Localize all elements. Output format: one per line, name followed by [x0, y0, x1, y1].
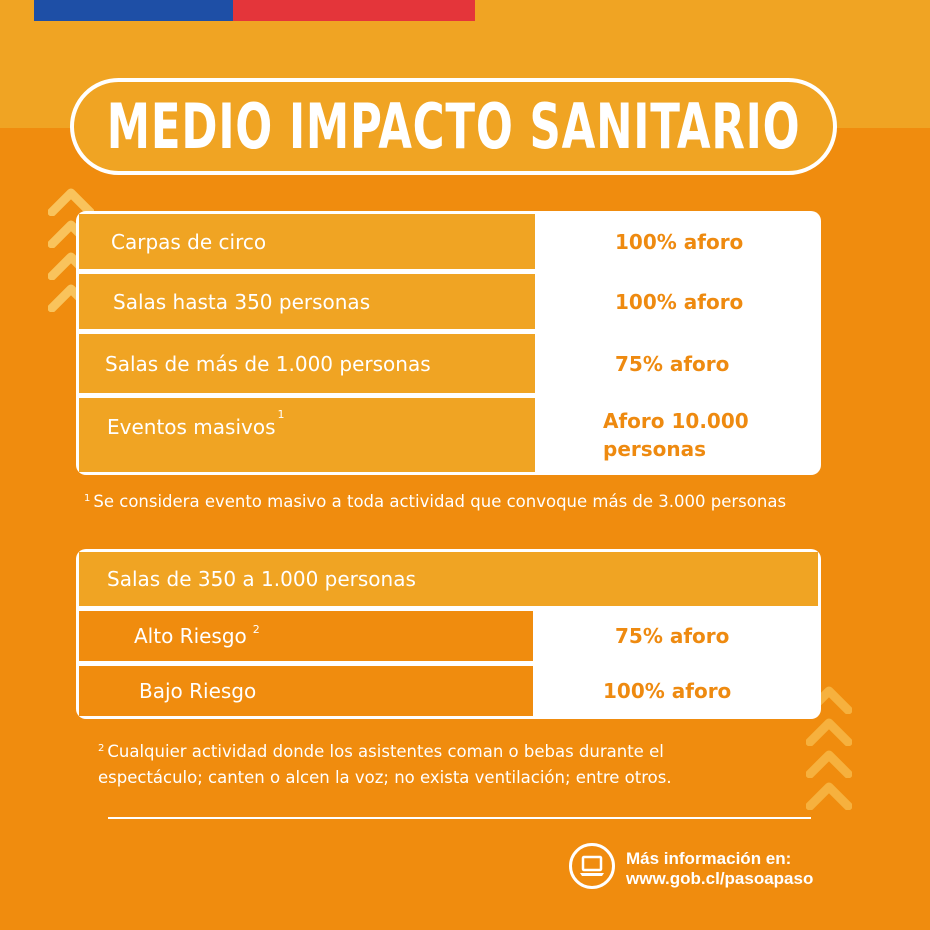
footnote-text: espectáculo; canten o alcen la voz; no e… [98, 768, 672, 787]
row-value-text: 100% aforo [615, 289, 744, 314]
table-row-value: 75% aforo [540, 611, 818, 661]
row-value-text: personas [603, 437, 707, 461]
flag-stripe [34, 0, 475, 21]
footnote-marker: 2 [252, 622, 260, 636]
table-row-label: Alto Riesgo 2 [79, 611, 533, 661]
chevron-up-icon [806, 716, 852, 746]
row-label-text: Carpas de circo [111, 229, 267, 254]
capacity-table: Carpas de circo 100% aforo Salas hasta 3… [76, 211, 821, 475]
row-value-text: 75% aforo [615, 624, 730, 648]
more-info-label: Más información en: [626, 849, 792, 868]
row-label-text: Eventos masivos [107, 415, 276, 439]
footnote-marker: 2 [98, 743, 105, 754]
footnote-marker: 1 [84, 493, 91, 504]
row-label-text: Bajo Riesgo [139, 679, 257, 703]
row-value-text: 100% aforo [603, 679, 732, 703]
footnote-text: Se considera evento masivo a toda activi… [93, 492, 787, 511]
laptop-icon [569, 843, 615, 889]
table-row-label: Eventos masivos 1 [79, 398, 535, 472]
table-header-text: Salas de 350 a 1.000 personas [107, 567, 416, 591]
table-row-label: Bajo Riesgo [79, 666, 533, 716]
flag-blue [34, 0, 233, 21]
table-row-label: Salas hasta 350 personas [79, 274, 535, 329]
footnote-marker: 1 [277, 408, 285, 421]
table-row-value: 100% aforo [540, 274, 818, 329]
divider [108, 817, 811, 819]
chevron-up-icon [48, 186, 94, 216]
risk-table: Salas de 350 a 1.000 personas Alto Riesg… [76, 549, 821, 719]
page-title: MEDIO IMPACTO SANITARIO [106, 90, 801, 163]
table-header: Salas de 350 a 1.000 personas [79, 552, 818, 606]
table-row-value: 100% aforo [540, 666, 818, 716]
row-label-text: Alto Riesgo [134, 624, 247, 648]
row-label-text: Salas de más de 1.000 personas [105, 351, 431, 376]
table-row-value: 75% aforo [540, 334, 818, 393]
table-row-label: Carpas de circo [79, 214, 535, 269]
chevrons-right [806, 684, 852, 814]
chevron-up-icon [806, 780, 852, 810]
row-label-text: Salas hasta 350 personas [113, 289, 371, 314]
footnote-text: Cualquier actividad donde los asistentes… [107, 742, 664, 761]
row-value-text: 100% aforo [615, 229, 744, 254]
table-row-label: Salas de más de 1.000 personas [79, 334, 535, 393]
chevron-up-icon [806, 748, 852, 778]
table-row-value: Aforo 10.000 personas [540, 398, 818, 472]
title-banner: MEDIO IMPACTO SANITARIO [70, 78, 837, 175]
more-info[interactable]: Más información en: www.gob.cl/pasoapaso [626, 849, 813, 889]
footnote-2: 2 Cualquier actividad donde los asistente… [98, 740, 672, 789]
footnote-1: 1 Se considera evento masivo a toda activ… [84, 490, 786, 516]
flag-red [233, 0, 475, 21]
table-row-value: 100% aforo [540, 214, 818, 269]
row-value-text: Aforo 10.000 [603, 409, 749, 433]
more-info-link[interactable]: www.gob.cl/pasoapaso [626, 869, 814, 888]
row-value-text: 75% aforo [615, 351, 730, 376]
